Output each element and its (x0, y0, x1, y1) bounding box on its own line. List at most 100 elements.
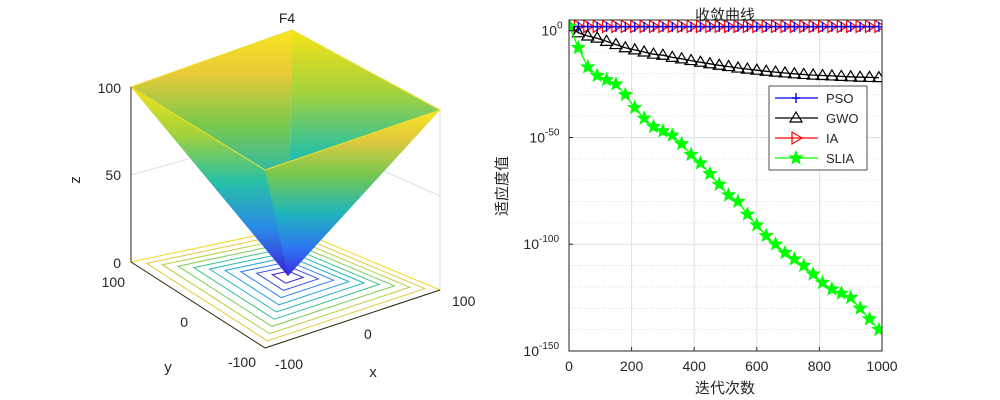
marker-plus (640, 21, 649, 32)
marker-star (814, 274, 831, 290)
marker-star (842, 289, 859, 305)
legend-label: PSO (826, 91, 853, 106)
marker-star (852, 300, 868, 315)
y-tick-base: 10 (529, 129, 545, 145)
y-tick-exponent: -100 (539, 234, 559, 245)
marker-star (758, 227, 774, 243)
marker-star (598, 71, 615, 87)
marker-triangle (571, 25, 586, 38)
marker-triangle (843, 69, 858, 82)
marker-plus (611, 21, 620, 32)
marker-star (805, 265, 821, 281)
marker-star (589, 67, 605, 83)
marker-star (871, 321, 882, 337)
x-tick-labels: 0 200 400 600 800 1000 (565, 347, 898, 374)
marker-triangle (618, 40, 633, 53)
x-tick-label: 1000 (866, 358, 897, 374)
legend: PSO GWO IA SLIA (768, 85, 868, 171)
marker-plus (715, 21, 724, 32)
marker-star (711, 176, 727, 192)
marker-triangle (693, 55, 708, 67)
contour-ring (192, 246, 381, 320)
surface-face-front-right (265, 110, 440, 276)
contour-ring (176, 241, 396, 327)
marker-plus (724, 21, 733, 32)
marker-plus (696, 21, 705, 32)
marker-plus (752, 21, 761, 32)
marker-star (788, 149, 804, 165)
marker-triangle (834, 69, 849, 81)
convergence-y-label: 适应度值 (493, 156, 511, 216)
series-pso (569, 21, 882, 32)
marker-plus (780, 21, 789, 32)
series-lines (569, 20, 882, 337)
marker-triangle (702, 56, 717, 69)
marker-triangle (627, 42, 642, 55)
marker-triangle (796, 67, 811, 80)
contour-ring (223, 256, 351, 306)
x-axis-label: x (369, 364, 377, 381)
y-tick-base: 10 (541, 23, 557, 39)
contour-ring (161, 237, 412, 335)
y-axis-label: y (164, 359, 172, 376)
marker-star (739, 206, 756, 221)
series-line (569, 26, 880, 331)
marker-star (796, 257, 812, 273)
marker-triangle (777, 65, 793, 78)
marker-star (570, 39, 587, 55)
marker-triangle-right (791, 130, 804, 146)
marker-triangle (759, 64, 774, 76)
marker-plus (809, 21, 818, 32)
z-axis-label: z (67, 176, 84, 184)
marker-triangle (740, 61, 755, 74)
marker-triangle (655, 48, 670, 60)
x-tick-label: 800 (808, 358, 832, 374)
y-ticks: 100 0 -100 (102, 274, 257, 370)
convergence-x-label: 迭代次数 (695, 379, 755, 397)
marker-star (608, 75, 624, 91)
marker-star (627, 99, 643, 115)
marker-triangle (599, 34, 614, 46)
marker-plus (790, 21, 799, 32)
marker-plus (771, 21, 780, 32)
y-axis-line (130, 261, 266, 349)
x-axis-line (264, 289, 441, 349)
x-tick-label: 0 (565, 358, 573, 374)
x-tick-label: 100 (452, 293, 476, 309)
surface-axis-lines (130, 87, 441, 349)
plot-frame (568, 19, 883, 352)
marker-triangle (637, 44, 652, 57)
pyramid-surface (129, 29, 442, 276)
legend-label: SLIA (826, 151, 855, 166)
marker-triangle (580, 28, 595, 41)
marker-plus (846, 21, 855, 32)
marker-plus (799, 21, 808, 32)
marker-star (673, 135, 690, 151)
marker-plus (705, 21, 714, 32)
z-tick-label: 50 (105, 167, 121, 183)
x-tick-label: 0 (364, 326, 372, 342)
marker-plus (743, 21, 752, 32)
legend-item-pso: PSO (775, 91, 853, 106)
marker-plus (818, 21, 827, 32)
surface-title: F4 (279, 10, 296, 26)
contour-rings (129, 227, 442, 349)
marker-plus (856, 21, 865, 32)
marker-triangle (815, 68, 830, 81)
marker-plus (602, 21, 611, 32)
marker-triangle (749, 63, 764, 75)
marker-triangle (721, 59, 736, 72)
marker-star (786, 251, 803, 266)
marker-plus (593, 21, 602, 32)
marker-plus (649, 21, 658, 32)
marker-plus (658, 21, 667, 32)
marker-triangle (608, 37, 624, 50)
marker-triangle (674, 51, 689, 64)
marker-plus (630, 21, 639, 32)
marker-triangle (665, 50, 680, 62)
legend-box (768, 85, 868, 171)
x-tick-label: 600 (745, 358, 769, 374)
marker-triangle (768, 64, 783, 77)
